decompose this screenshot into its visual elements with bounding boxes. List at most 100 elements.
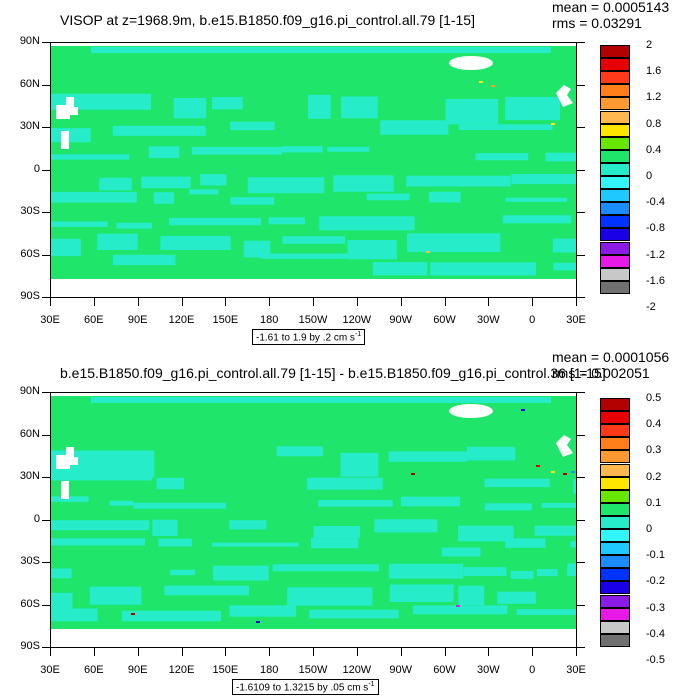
lon-tick <box>356 648 358 656</box>
greenland-mask <box>449 404 493 418</box>
lon-tick-label: 120E <box>168 314 195 326</box>
legend-label: 0.5 <box>646 392 662 404</box>
legend-label: -0.8 <box>646 222 665 235</box>
legend-color-box <box>600 450 630 464</box>
lon-tick <box>356 298 358 306</box>
lon-tick <box>137 648 139 656</box>
legend-color-box <box>600 162 630 176</box>
contour-range-label: -1.6109 to 1.3215 by .05 cm s-1 <box>232 679 379 696</box>
lat-tick <box>42 169 50 171</box>
legend-color-box <box>600 176 630 189</box>
lon-tick <box>50 298 51 306</box>
lat-tick-label: 90N <box>19 35 40 47</box>
lat-tick-label: 90S <box>20 290 40 302</box>
lon-tick-label: 60W <box>433 314 456 326</box>
legend-color-box <box>600 502 630 516</box>
anomaly-band <box>91 47 551 53</box>
legend-label: 1.2 <box>646 91 662 104</box>
mean-stat: mean = 0.0001056 <box>552 349 670 365</box>
anomaly-band <box>51 584 536 610</box>
range-text: -1.6109 to 1.3215 by .05 cm s <box>236 682 369 694</box>
legend-label: 0 <box>646 523 653 535</box>
lon-tick <box>488 648 490 656</box>
lat-tick <box>42 297 50 298</box>
land-mask-south <box>51 629 576 647</box>
anomaly-speck <box>426 251 430 253</box>
lat-tick-label: 30N <box>19 470 40 482</box>
lon-tick-label: 90W <box>389 314 412 326</box>
map-plot <box>50 392 577 648</box>
legend-color-box <box>600 110 630 124</box>
lat-tick <box>577 254 585 256</box>
lat-tick <box>42 434 50 436</box>
greenland-mask <box>449 56 493 70</box>
legend-color-box <box>600 45 630 58</box>
range-exponent: -1 <box>368 681 375 688</box>
lon-tick-label: 60E <box>84 664 104 676</box>
lon-tick <box>444 298 446 306</box>
land-mask-patch <box>556 85 573 107</box>
lat-tick <box>42 477 50 478</box>
lon-tick-label: 90W <box>389 664 412 676</box>
anomaly-band <box>51 470 576 494</box>
lat-tick <box>42 604 50 606</box>
lon-tick-label: 0 <box>529 664 536 676</box>
legend-color-box <box>600 215 630 229</box>
lon-tick <box>137 298 139 306</box>
anomaly-band <box>51 120 553 143</box>
anomaly-speck <box>411 473 415 475</box>
lon-tick-label: 30E <box>566 314 586 326</box>
anomaly-band <box>51 146 576 162</box>
lon-tick-label: 60E <box>84 314 104 326</box>
lat-tick <box>577 84 585 86</box>
lat-tick-label: 30S <box>20 205 40 217</box>
anomaly-speck <box>563 473 567 475</box>
legend-color-box <box>600 189 630 203</box>
legend-color-box <box>600 241 630 255</box>
lat-tick <box>42 519 50 521</box>
lat-tick <box>42 42 50 43</box>
anomaly-band <box>51 496 576 511</box>
legend-color-box <box>600 97 630 111</box>
lon-tick <box>532 648 534 656</box>
legend-label: 0.8 <box>646 117 662 130</box>
plot-title: VISOP at z=1968.9m, b.e15.B1850.f09_g16.… <box>60 12 475 28</box>
anomaly-speck <box>551 471 555 473</box>
plot-panel-2: b.e15.B1850.f09_g16.pi_control.all.79 [1… <box>0 350 700 700</box>
plot-panel-1: VISOP at z=1968.9m, b.e15.B1850.f09_g16.… <box>19 0 669 346</box>
lat-tick-label: 30N <box>19 120 40 132</box>
lon-tick-label: 30W <box>477 314 500 326</box>
anomaly-speck <box>479 81 483 83</box>
legend-color-box <box>600 542 630 556</box>
rms-stat: rms = 0.002051 <box>552 365 650 381</box>
anomaly-band <box>51 538 576 557</box>
lon-tick <box>444 648 446 656</box>
lon-tick-label: 120W <box>342 664 372 676</box>
lon-tick <box>93 298 95 306</box>
lat-tick <box>577 604 585 606</box>
lat-tick <box>577 434 585 436</box>
lon-tick <box>313 648 314 656</box>
lat-tick <box>42 127 50 128</box>
lon-tick <box>532 298 534 306</box>
plot-title: b.e15.B1850.f09_g16.pi_control.all.79 [1… <box>60 365 606 381</box>
land-mask-patch <box>56 97 78 119</box>
land-mask-patch <box>61 131 69 149</box>
lat-tick <box>577 647 585 648</box>
land-mask-patch <box>556 435 573 457</box>
legend-label: -0.4 <box>646 196 665 209</box>
legend-label: -0.4 <box>646 627 665 640</box>
legend-color-box <box>600 149 630 163</box>
legend-color-box <box>600 607 630 621</box>
legend-color-box <box>600 581 630 595</box>
legend-color-box <box>600 489 630 503</box>
legend-label: -1.2 <box>646 248 665 261</box>
anomaly-band <box>51 519 576 542</box>
lat-tick-label: 90N <box>19 385 40 397</box>
lat-tick <box>577 127 585 128</box>
legend-color-box <box>600 280 630 294</box>
lon-tick-label: 180 <box>259 314 279 326</box>
legend-color-box <box>600 71 630 85</box>
land-mask-north <box>51 393 576 396</box>
legend-label: -1.6 <box>646 274 665 287</box>
